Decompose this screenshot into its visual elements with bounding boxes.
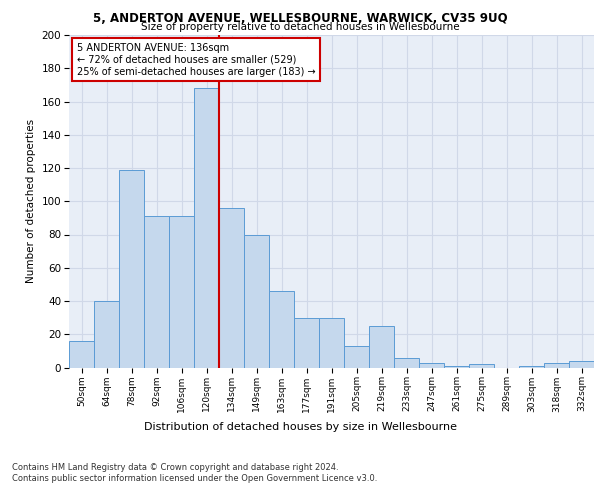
- Text: Contains public sector information licensed under the Open Government Licence v3: Contains public sector information licen…: [12, 474, 377, 483]
- Bar: [444, 366, 469, 368]
- Bar: [344, 346, 369, 368]
- Bar: [544, 362, 569, 368]
- Bar: [94, 301, 119, 368]
- Bar: [169, 216, 194, 368]
- Bar: [519, 366, 544, 368]
- Bar: [469, 364, 494, 368]
- Bar: [69, 341, 94, 367]
- Bar: [194, 88, 219, 367]
- Bar: [269, 291, 294, 368]
- Y-axis label: Number of detached properties: Number of detached properties: [26, 119, 36, 284]
- Bar: [294, 318, 319, 368]
- Bar: [419, 362, 444, 368]
- Bar: [119, 170, 144, 368]
- Bar: [369, 326, 394, 368]
- Text: 5, ANDERTON AVENUE, WELLESBOURNE, WARWICK, CV35 9UQ: 5, ANDERTON AVENUE, WELLESBOURNE, WARWIC…: [92, 12, 508, 24]
- Text: Distribution of detached houses by size in Wellesbourne: Distribution of detached houses by size …: [143, 422, 457, 432]
- Bar: [244, 234, 269, 368]
- Bar: [394, 358, 419, 368]
- Text: Contains HM Land Registry data © Crown copyright and database right 2024.: Contains HM Land Registry data © Crown c…: [12, 462, 338, 471]
- Bar: [144, 216, 169, 368]
- Bar: [219, 208, 244, 368]
- Text: Size of property relative to detached houses in Wellesbourne: Size of property relative to detached ho…: [140, 22, 460, 32]
- Bar: [569, 361, 594, 368]
- Bar: [319, 318, 344, 368]
- Text: 5 ANDERTON AVENUE: 136sqm
← 72% of detached houses are smaller (529)
25% of semi: 5 ANDERTON AVENUE: 136sqm ← 72% of detac…: [77, 44, 316, 76]
